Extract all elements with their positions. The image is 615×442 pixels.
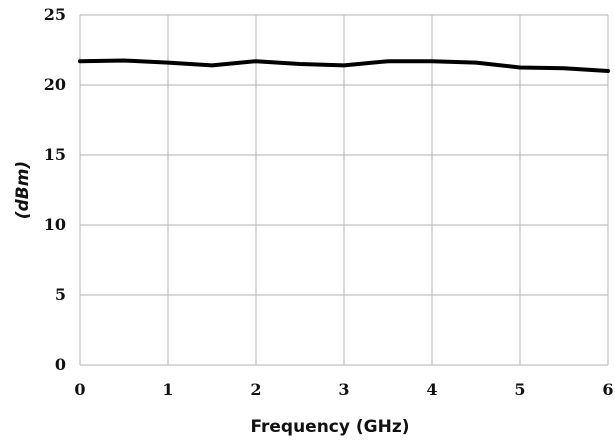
x-tick-label: 1 — [162, 380, 173, 399]
y-axis-title: (dBm) — [13, 161, 33, 219]
y-tick-label: 20 — [44, 75, 66, 94]
y-tick-label: 25 — [44, 5, 66, 24]
grid — [79, 14, 609, 366]
x-tick-label: 5 — [514, 380, 525, 399]
y-tick-label: 10 — [44, 215, 66, 234]
x-axis-title: Frequency (GHz) — [250, 417, 409, 437]
y-tick-label: 0 — [55, 355, 66, 374]
x-tick-label: 2 — [250, 380, 261, 399]
y-tick-label: 5 — [55, 285, 66, 304]
series-line — [78, 58, 610, 73]
x-tick-label: 6 — [602, 380, 613, 399]
y-tick-label: 15 — [44, 145, 66, 164]
series-layer — [78, 58, 610, 73]
tick-labels: 0 1 2 3 4 5 6 0 5 10 15 20 25 — [44, 5, 614, 399]
x-tick-label: 4 — [426, 380, 437, 399]
x-tick-label: 0 — [74, 380, 85, 399]
x-tick-label: 3 — [338, 380, 349, 399]
